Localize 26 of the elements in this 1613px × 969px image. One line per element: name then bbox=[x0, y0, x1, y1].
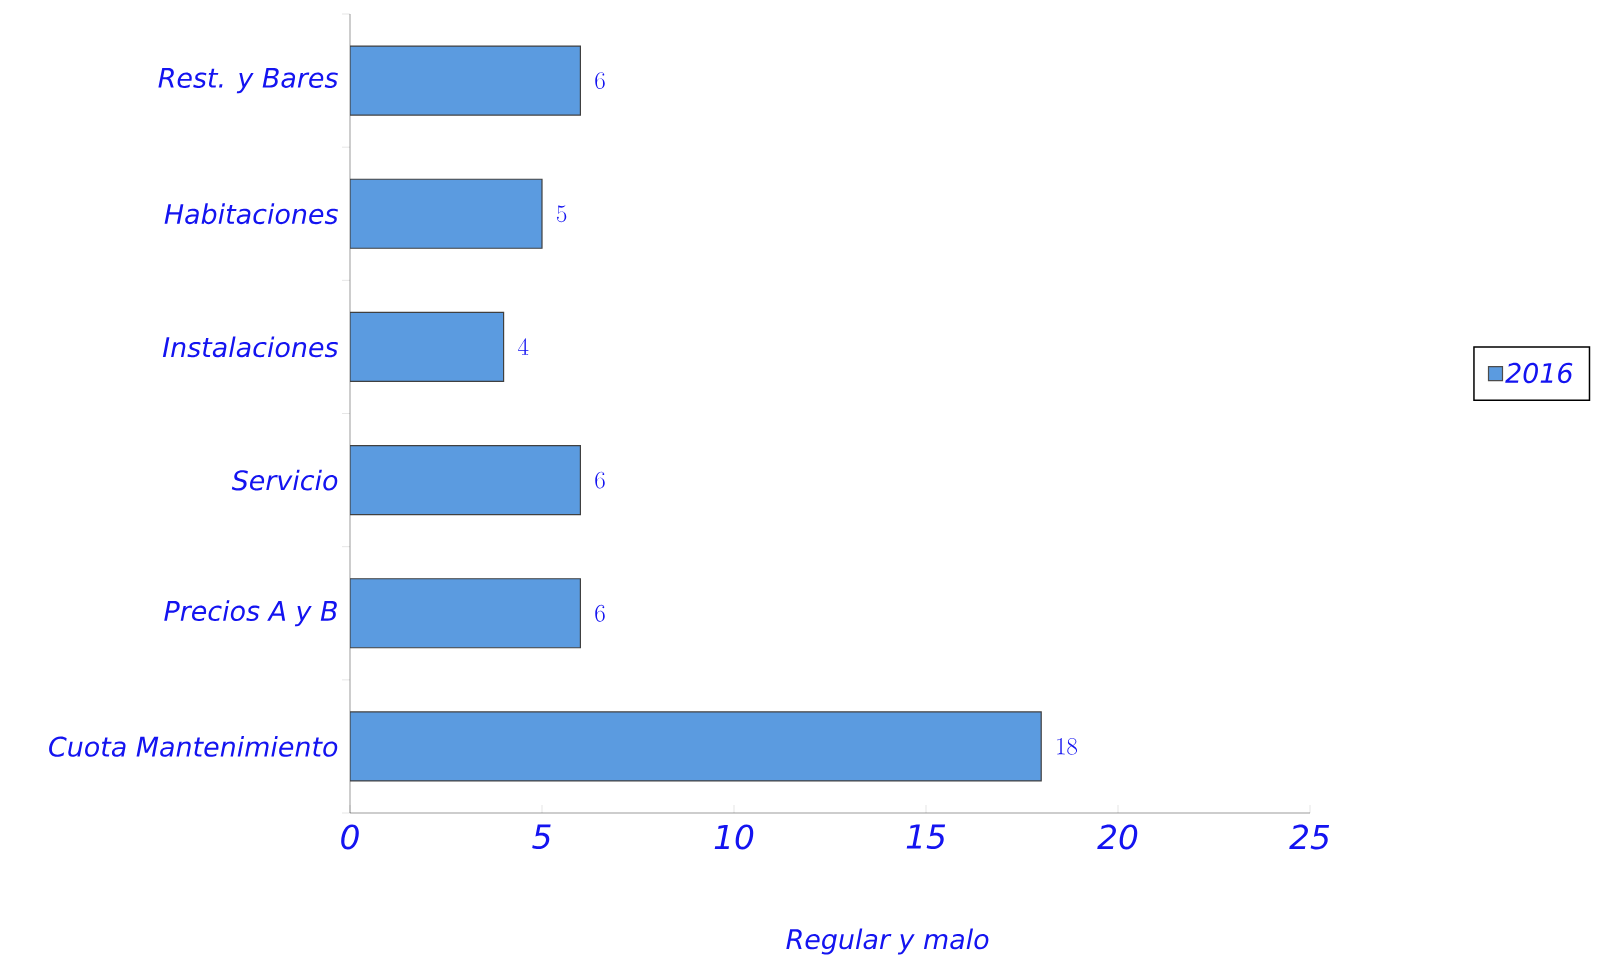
bar bbox=[350, 711, 1042, 782]
x-tick-label: 15 bbox=[906, 824, 946, 849]
y-tick-label: Habitaciones bbox=[164, 203, 338, 225]
x-tick-label: 10 bbox=[714, 824, 754, 850]
bar bbox=[350, 311, 505, 383]
x-tick-label: 25 bbox=[1289, 824, 1330, 850]
data-label: 4 bbox=[518, 338, 529, 355]
data-label: 6 bbox=[595, 72, 605, 89]
y-tick-label: Cuota Mantenimiento bbox=[49, 736, 338, 757]
y-tick-label: Instalaciones bbox=[162, 336, 338, 358]
data-label: 18 bbox=[1057, 738, 1078, 755]
x-tick-label: 5 bbox=[532, 824, 551, 849]
bar bbox=[350, 178, 543, 249]
bar bbox=[350, 578, 581, 649]
data-label: 5 bbox=[556, 205, 567, 223]
data-label: 6 bbox=[595, 471, 605, 489]
y-tick-label: Servicio bbox=[231, 469, 338, 491]
y-tick-label: Precios A y B bbox=[164, 600, 337, 627]
bar bbox=[350, 45, 581, 116]
x-axis-title: Regular y malo bbox=[786, 928, 989, 955]
y-tick-label: Rest. y Bares bbox=[158, 67, 338, 94]
data-label: 6 bbox=[595, 604, 605, 622]
x-tick-label: 0 bbox=[341, 824, 359, 850]
legend-label: 2016 bbox=[1505, 362, 1573, 384]
x-tick-label: 20 bbox=[1097, 824, 1138, 850]
bar bbox=[350, 444, 581, 516]
